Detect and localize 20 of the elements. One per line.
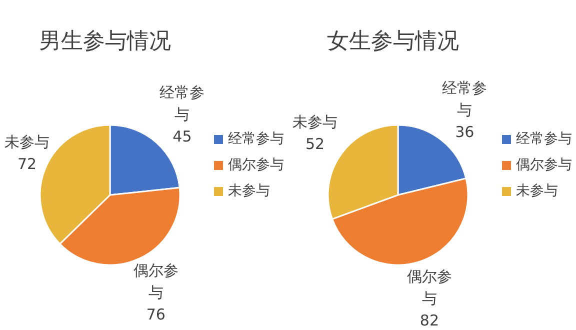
legend-label: 经常参与 — [228, 130, 284, 148]
legend-label: 偶尔参与 — [228, 156, 284, 174]
slice-label: 偶尔参与 — [406, 267, 452, 308]
legend-label: 偶尔参与 — [516, 156, 572, 174]
data-label: 45 — [172, 128, 192, 146]
chart-title: 男生参与情况 — [38, 28, 172, 56]
data-label: 76 — [146, 306, 166, 324]
slice-label: 偶尔参与 — [133, 262, 178, 302]
data-label: 52 — [305, 135, 325, 154]
data-label: 82 — [420, 311, 440, 330]
slice-label: 未参与 — [292, 113, 338, 132]
slice-label: 经常参与 — [442, 79, 488, 120]
slice-label: 经常参与 — [160, 84, 205, 124]
legend-label: 未参与 — [516, 182, 558, 200]
chart-title: 女生参与情况 — [326, 28, 460, 56]
data-label: 72 — [17, 155, 37, 174]
legend-label: 未参与 — [228, 182, 270, 200]
data-label: 36 — [455, 123, 474, 142]
legend-label: 经常参与 — [516, 130, 572, 148]
slice-label: 未参与 — [4, 133, 50, 152]
